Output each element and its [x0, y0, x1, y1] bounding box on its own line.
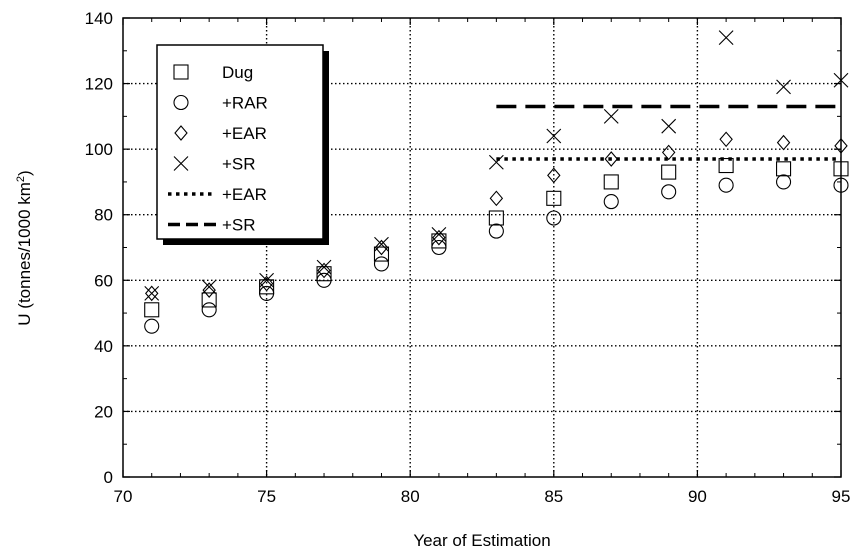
data-point-square — [201, 292, 217, 308]
data-point-circle — [546, 210, 562, 226]
x-tick-label: 75 — [257, 487, 276, 506]
data-point-diamond — [547, 167, 561, 184]
tick-labels: 70 75 80 85 90 95 0 20 40 60 80 100 120 140 — [85, 9, 851, 506]
data-point-circle — [603, 194, 619, 210]
data-point-diamond — [317, 262, 331, 279]
y-tick-label: 100 — [85, 140, 113, 159]
data-point-diamond — [374, 239, 389, 256]
x-tick-label: 90 — [688, 487, 707, 506]
data-point-square — [718, 157, 734, 174]
legend-label: Dug — [222, 63, 253, 82]
data-points — [144, 30, 849, 334]
legend-marker-diamond — [174, 125, 188, 141]
y-tick-label: 80 — [94, 206, 113, 225]
x-tick-label: 85 — [544, 487, 563, 506]
data-point-square — [144, 302, 160, 318]
data-point-diamond — [432, 229, 446, 246]
legend-box — [156, 44, 324, 240]
x-axis-title: Year of Estimation — [413, 531, 550, 550]
data-point-cross — [661, 118, 677, 134]
data-point-square — [546, 190, 562, 206]
data-point-diamond — [202, 282, 216, 298]
data-point-circle — [316, 272, 332, 288]
data-point-square — [488, 210, 504, 226]
y-tick-label: 40 — [94, 337, 113, 356]
data-point-square — [776, 161, 792, 177]
data-point-diamond — [604, 151, 618, 167]
legend-label: +EAR — [222, 185, 267, 204]
y-tick-label: 0 — [104, 468, 113, 487]
y-tick-label: 120 — [85, 75, 113, 94]
x-tick-label: 80 — [401, 487, 420, 506]
y-axis-title-close: ) — [15, 170, 34, 176]
data-point-square — [833, 161, 849, 177]
legend-label: +SR — [222, 216, 256, 235]
data-point-diamond — [144, 285, 159, 302]
data-point-cross — [316, 259, 332, 275]
legend-label: +EAR — [222, 124, 267, 143]
data-point-cross — [776, 79, 791, 95]
y-axis-title-superscript: 2 — [15, 176, 27, 182]
y-tick-label: 60 — [94, 271, 113, 290]
data-point-cross — [201, 279, 217, 295]
data-point-cross — [546, 128, 562, 144]
legend-marker-circle — [173, 94, 189, 111]
legend-label: +RAR — [222, 94, 268, 113]
data-point-cross — [144, 286, 160, 301]
axis-ticks — [122, 17, 842, 478]
reference-lines — [496, 104, 841, 161]
data-point-cross — [259, 272, 274, 288]
data-point-square — [603, 174, 619, 190]
data-point-circle — [373, 256, 390, 272]
legend-items: Dug +RAR +EAR +SR +EAR +SR — [168, 63, 268, 235]
data-point-cross — [374, 236, 389, 252]
data-point-square — [661, 164, 677, 180]
data-point-circle — [201, 302, 217, 318]
data-point-diamond — [719, 131, 733, 148]
x-tick-label: 95 — [832, 487, 851, 506]
data-point-diamond — [776, 134, 791, 151]
data-point-circle — [431, 239, 447, 256]
data-point-circle — [718, 177, 734, 193]
x-tick-label: 70 — [114, 487, 133, 506]
legend-marker-cross — [173, 156, 189, 171]
data-point-cross — [488, 154, 504, 170]
y-axis-title: U (tonnes/1000 km2) — [15, 170, 34, 325]
legend-marker-square — [173, 64, 189, 80]
y-axis-title-main: U (tonnes/1000 km — [15, 182, 34, 326]
data-point-circle — [776, 174, 792, 190]
y-tick-label: 20 — [94, 402, 113, 421]
data-point-circle — [661, 184, 677, 200]
data-point-square — [373, 246, 390, 262]
data-point-diamond — [834, 138, 848, 154]
data-point-diamond — [661, 144, 676, 161]
legend: Dug +RAR +EAR +SR +EAR +SR — [156, 44, 329, 245]
legend-label: +SR — [222, 155, 256, 174]
data-point-diamond — [259, 275, 274, 292]
data-point-cross — [833, 72, 849, 88]
data-point-circle — [259, 285, 275, 301]
data-point-circle — [488, 223, 504, 239]
data-point-cross — [718, 30, 734, 46]
data-point-cross — [431, 226, 447, 242]
data-point-cross — [603, 108, 619, 124]
data-point-circle — [833, 177, 849, 193]
data-point-diamond — [489, 190, 504, 207]
data-point-circle — [144, 318, 160, 334]
y-tick-label: 140 — [85, 9, 113, 28]
